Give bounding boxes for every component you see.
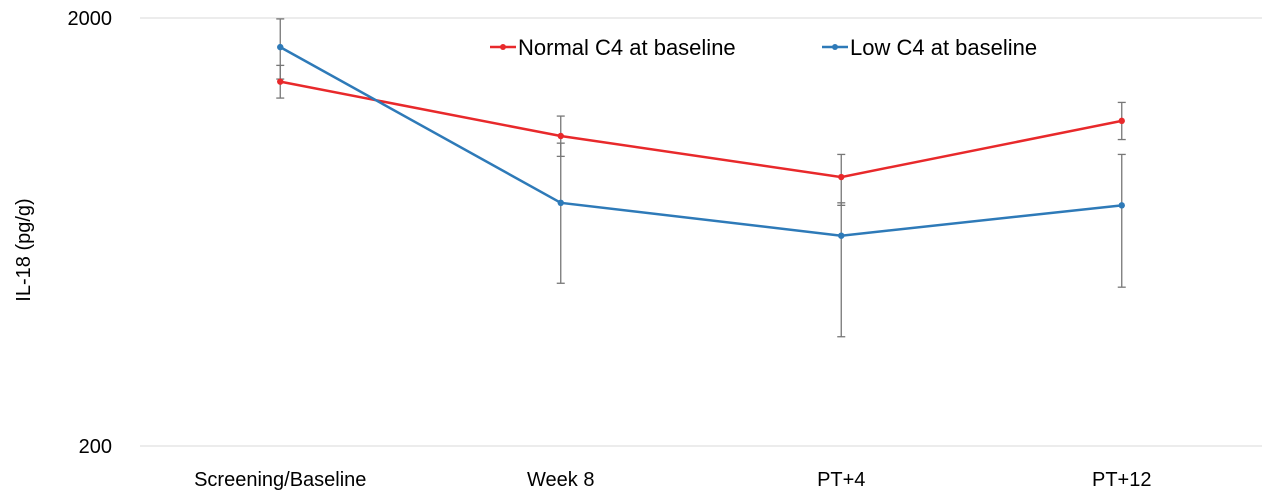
x-tick-label-3: PT+12 (1092, 469, 1151, 491)
y-tick-label-2000: 2000 (68, 8, 113, 30)
data-point-s1-1 (557, 199, 564, 207)
series-line-1 (279, 46, 1122, 237)
error-bars (276, 18, 1126, 338)
x-tick-label-0: Screening/Baseline (194, 469, 366, 491)
error-bar-s1-2 (837, 202, 846, 338)
x-tick-label-2: PT+4 (817, 469, 865, 491)
data-point-s0-1 (557, 132, 564, 140)
data-point-s1-0 (277, 43, 284, 51)
y-tick-labels: 2000 200 (68, 8, 113, 458)
legend-label-1: Low C4 at baseline (850, 35, 1037, 60)
error-bar-s1-1 (556, 142, 565, 284)
series-line-0 (280, 80, 1122, 179)
x-tick-labels: Screening/Baseline Week 8 PT+4 PT+12 (194, 469, 1151, 491)
legend-label-0: Normal C4 at baseline (518, 35, 736, 60)
data-point-s0-3 (1118, 117, 1125, 125)
legend: Normal C4 at baseline Low C4 at baseline (490, 35, 1037, 60)
y-axis-title: IL-18 (pg/g) (13, 198, 35, 301)
series-lines (277, 43, 1125, 239)
error-bar-s1-3 (1117, 153, 1126, 288)
data-point-s0-0 (277, 78, 284, 85)
x-tick-label-1: Week 8 (527, 469, 594, 491)
data-point-s1-2 (838, 232, 845, 239)
legend-item-1: Low C4 at baseline (822, 35, 1037, 60)
data-point-s0-2 (838, 173, 845, 181)
legend-item-0: Normal C4 at baseline (490, 35, 736, 60)
y-tick-label-200: 200 (79, 436, 112, 458)
data-point-s1-3 (1118, 202, 1125, 209)
grid-layer (140, 17, 1262, 447)
